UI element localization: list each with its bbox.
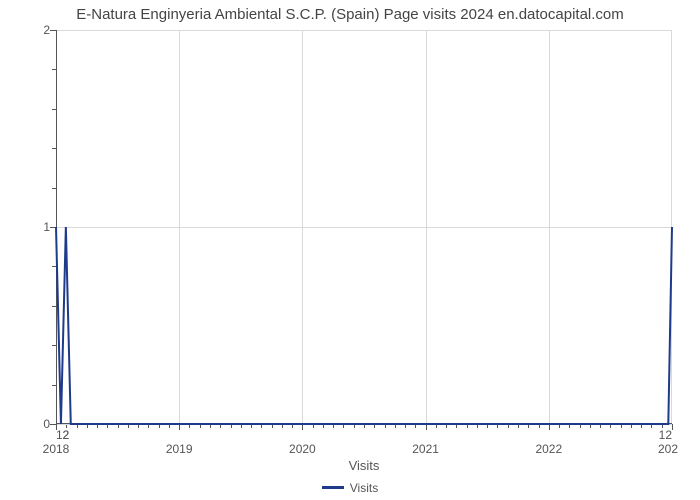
x-tick-label: 2019 — [166, 442, 193, 456]
x-tick-label: 2022 — [535, 442, 562, 456]
x-tick-label: 2021 — [412, 442, 439, 456]
data-label: 2 — [63, 428, 70, 442]
y-tick-label: 0 — [38, 417, 50, 431]
x-tick-label: 202 — [658, 442, 678, 456]
data-label: 12 — [659, 428, 672, 442]
y-tick-label: 1 — [38, 220, 50, 234]
legend-swatch — [322, 486, 344, 489]
legend-item: Visits — [322, 481, 378, 495]
chart-container: E-Natura Enginyeria Ambiental S.C.P. (Sp… — [0, 0, 700, 500]
plot-area — [56, 30, 672, 424]
legend: Visits — [0, 476, 700, 495]
y-tick-label: 2 — [38, 23, 50, 37]
line-series — [56, 30, 672, 424]
x-tick-label: 2018 — [43, 442, 70, 456]
legend-label: Visits — [350, 481, 378, 495]
chart-title: E-Natura Enginyeria Ambiental S.C.P. (Sp… — [0, 6, 700, 23]
x-tick-label: 2020 — [289, 442, 316, 456]
x-axis-title: Visits — [349, 458, 380, 473]
